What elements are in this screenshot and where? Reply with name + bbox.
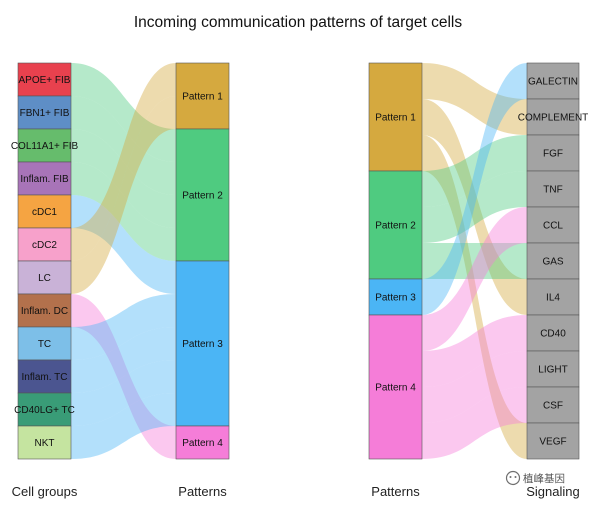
node-label-col11a1-fib: COL11A1+ FIB xyxy=(11,141,79,152)
link-pattern-2-to-tnf xyxy=(422,171,527,243)
link-inflam-fib-to-pattern-2 xyxy=(71,162,176,261)
wechat-icon-dot xyxy=(514,476,517,478)
left-column-title: Patterns xyxy=(371,484,420,499)
node-pattern-3 xyxy=(175,260,230,427)
node-label-fgf: FGF xyxy=(543,149,563,160)
node-pattern-2 xyxy=(175,128,230,262)
node-pattern-1 xyxy=(368,62,423,172)
link-fbn1-fib-to-pattern-2 xyxy=(71,96,176,195)
node-label-nkt: NKT xyxy=(35,438,55,449)
node-fbn1-fib xyxy=(17,95,72,130)
node-label-pattern-2: Pattern 2 xyxy=(375,221,416,232)
node-il4 xyxy=(526,278,580,316)
node-label-galectin: GALECTIN xyxy=(528,77,578,88)
node-label-tc: TC xyxy=(38,339,51,350)
node-col11a1-fib xyxy=(17,128,72,163)
node-label-apoe-fib: APOE+ FIB xyxy=(19,75,71,86)
link-pattern-3-to-galectin xyxy=(422,63,527,315)
node-label-fbn1-fib: FBN1+ FIB xyxy=(20,108,70,119)
node-inflam-tc xyxy=(17,359,72,394)
node-label-pattern-3: Pattern 3 xyxy=(375,293,416,304)
link-pattern-4-to-cd40 xyxy=(422,315,527,387)
links xyxy=(71,63,176,459)
link-col11a1-fib-to-pattern-2 xyxy=(71,129,176,228)
node-label-light: LIGHT xyxy=(538,365,567,376)
node-nkt xyxy=(17,425,72,460)
node-label-pattern-3: Pattern 3 xyxy=(182,339,223,350)
node-label-pattern-1: Pattern 1 xyxy=(182,92,223,103)
node-label-lc: LC xyxy=(38,273,51,284)
node-label-csf: CSF xyxy=(543,401,563,412)
node-pattern-2 xyxy=(368,170,423,280)
sankey-panel-1: APOE+ FIB FBN1+ FIB COL11A1+ FIB Inflam. FI… xyxy=(11,62,230,499)
link-pattern-4-to-ccl xyxy=(422,207,527,351)
link-pattern-1-to-il4 xyxy=(422,99,527,315)
node-lc xyxy=(17,260,72,295)
node-label-ccl: CCL xyxy=(543,221,563,232)
right-nodes: Pattern 1 Pattern 2 Pattern 3 Pattern 4 xyxy=(175,62,230,460)
link-lc-to-pattern-1 xyxy=(71,96,176,294)
node-tc xyxy=(17,326,72,361)
wechat-icon-dot xyxy=(509,476,512,478)
node-ccl xyxy=(526,206,580,244)
link-cdc1-to-pattern-3 xyxy=(71,195,176,294)
node-tnf xyxy=(526,170,580,208)
left-nodes: APOE+ FIB FBN1+ FIB COL11A1+ FIB Inflam. FI… xyxy=(11,62,79,460)
chart-title: Incoming communication patterns of targe… xyxy=(134,14,462,31)
link-inflam-tc-to-pattern-3 xyxy=(71,327,176,393)
node-pattern-4 xyxy=(175,425,230,460)
node-vegf xyxy=(526,422,580,460)
node-apoe-fib xyxy=(17,62,72,97)
node-pattern-4 xyxy=(368,314,423,460)
node-label-cd40: CD40 xyxy=(540,329,566,340)
node-label-vegf: VEGF xyxy=(539,437,566,448)
link-pattern-2-to-gas xyxy=(422,243,527,279)
node-label-tnf: TNF xyxy=(543,185,562,196)
node-label-pattern-1: Pattern 1 xyxy=(375,113,416,124)
node-label-pattern-4: Pattern 4 xyxy=(375,383,416,394)
node-complement xyxy=(526,98,580,136)
watermark: 植峰基因 xyxy=(505,470,565,486)
node-label-cdc2: cDC2 xyxy=(32,240,57,251)
left-column-title: Cell groups xyxy=(12,484,78,499)
node-label-pattern-2: Pattern 2 xyxy=(182,191,223,202)
node-label-inflam-tc: Inflam. TC xyxy=(22,372,68,383)
node-label-cdc1: cDC1 xyxy=(32,207,57,218)
node-label-gas: GAS xyxy=(542,257,563,268)
link-inflam-dc-to-pattern-4 xyxy=(71,294,176,459)
node-label-complement: COMPLEMENT xyxy=(518,113,589,124)
link-pattern-4-to-light xyxy=(422,351,527,423)
watermark-text: 植峰基因 xyxy=(523,472,565,485)
link-pattern-2-to-fgf xyxy=(422,135,527,207)
sankey-panels: APOE+ FIB FBN1+ FIB COL11A1+ FIB Inflam. FI… xyxy=(11,62,589,499)
node-label-il4: IL4 xyxy=(546,293,560,304)
link-tc-to-pattern-3 xyxy=(71,294,176,360)
wechat-icon xyxy=(505,470,521,486)
node-label-inflam-fib: Inflam. FIB xyxy=(20,174,69,185)
node-galectin xyxy=(526,62,580,100)
link-pattern-1-to-complement xyxy=(422,63,527,135)
link-pattern-4-to-csf xyxy=(422,387,527,459)
node-inflam-fib xyxy=(17,161,72,196)
node-label-cd40lg-tc: CD40LG+ TC xyxy=(14,405,75,416)
link-apoe-fib-to-pattern-2 xyxy=(71,63,176,162)
node-gas xyxy=(526,242,580,280)
node-fgf xyxy=(526,134,580,172)
links xyxy=(422,63,527,459)
node-cd40lg-tc xyxy=(17,392,72,427)
link-nkt-to-pattern-3 xyxy=(71,393,176,459)
sankey-panel-2: Pattern 1 Pattern 2 Pattern 3 Pattern 4 GALE… xyxy=(368,62,589,499)
node-csf xyxy=(526,386,580,424)
left-nodes: Pattern 1 Pattern 2 Pattern 3 Pattern 4 xyxy=(368,62,423,460)
node-inflam-dc xyxy=(17,293,72,328)
right-nodes: GALECTIN COMPLEMENT FGF TNF CCL GAS IL4 CD40 LIG… xyxy=(518,62,589,460)
right-column-title: Patterns xyxy=(178,484,227,499)
node-label-pattern-4: Pattern 4 xyxy=(182,438,223,449)
link-cd40lg-tc-to-pattern-3 xyxy=(71,360,176,426)
node-label-inflam-dc: Inflam. DC xyxy=(21,306,68,317)
right-column-title: Signaling xyxy=(526,484,580,499)
link-cdc2-to-pattern-1 xyxy=(71,63,176,261)
link-pattern-1-to-vegf xyxy=(422,135,527,459)
